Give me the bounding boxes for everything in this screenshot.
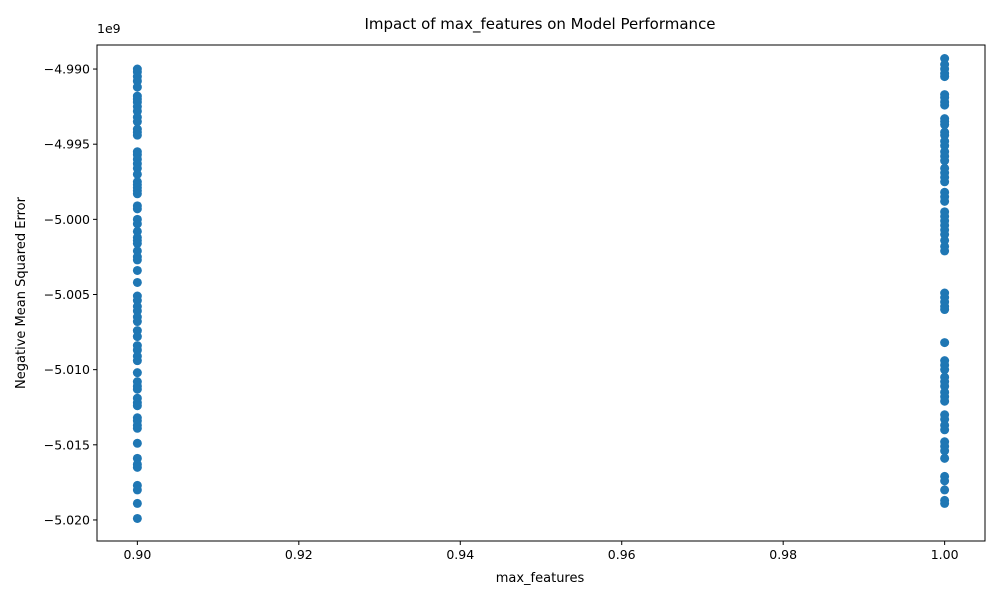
y-tick-label: −5.000 [44,212,90,227]
data-point [132,169,142,179]
data-point [940,396,950,406]
data-point [940,100,950,110]
y-tick-label: −5.020 [44,512,90,527]
data-point [940,498,950,508]
data-point [132,513,142,523]
data-point [132,438,142,448]
x-tick-label: 0.94 [446,547,474,562]
data-point [940,485,950,495]
x-tick-label: 0.90 [123,547,151,562]
data-point [132,277,142,287]
x-axis-ticks: 0.90 0.92 0.94 0.96 0.98 1.00 [123,541,959,562]
y-tick-label: −5.010 [44,362,90,377]
data-point [132,498,142,508]
data-point [132,255,142,265]
data-point [132,356,142,366]
plot-frame [96,44,986,542]
x-tick-label: 0.98 [769,547,797,562]
data-point [940,425,950,435]
data-point [940,305,950,315]
y-tick-label: −4.995 [44,137,90,152]
data-point [940,446,950,456]
data-point [132,332,142,342]
data-point [132,462,142,472]
data-point [132,219,142,229]
data-point [940,365,950,375]
data-point [132,238,142,248]
x-axis-label: max_features [496,571,585,586]
data-point [940,246,950,256]
data-point [940,156,950,166]
data-point [132,401,142,411]
y-tick-label: −5.015 [44,437,90,452]
data-point [940,72,950,82]
data-point [132,130,142,140]
x-tick-label: 1.00 [931,547,959,562]
data-point [132,82,142,92]
data-point [132,189,142,199]
chart-title: Impact of max_features on Model Performa… [364,15,715,34]
data-point [940,453,950,463]
data-point [132,117,142,127]
data-point [132,423,142,433]
data-points [132,54,950,523]
y-offset-label: 1e9 [97,21,121,36]
y-tick-label: −5.005 [44,287,90,302]
data-point [940,177,950,187]
data-point [132,485,142,495]
y-axis-label: Negative Mean Squared Error [14,196,29,389]
data-point [940,120,950,130]
data-point [132,384,142,394]
x-tick-label: 0.96 [608,547,636,562]
x-tick-label: 0.92 [285,547,313,562]
data-point [132,368,142,378]
data-point [940,338,950,348]
y-tick-label: −4.990 [44,62,90,77]
data-point [132,317,142,327]
data-point [132,204,142,214]
data-point [132,265,142,275]
y-axis-ticks: −4.990 −4.995 −5.000 −5.005 −5.010 −5.015 −5.0… [44,62,97,527]
data-point [940,476,950,486]
data-point [940,196,950,206]
